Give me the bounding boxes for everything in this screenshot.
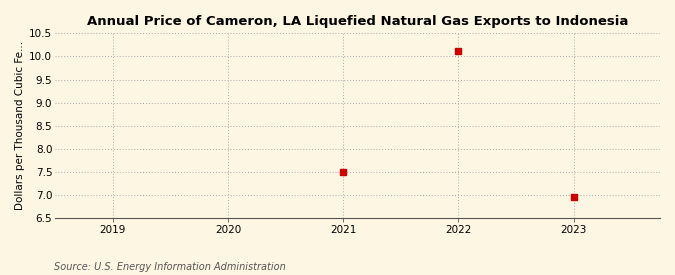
Text: Source: U.S. Energy Information Administration: Source: U.S. Energy Information Administ… bbox=[54, 262, 286, 272]
Title: Annual Price of Cameron, LA Liquefied Natural Gas Exports to Indonesia: Annual Price of Cameron, LA Liquefied Na… bbox=[87, 15, 628, 28]
Y-axis label: Dollars per Thousand Cubic Fe...: Dollars per Thousand Cubic Fe... bbox=[15, 41, 25, 210]
